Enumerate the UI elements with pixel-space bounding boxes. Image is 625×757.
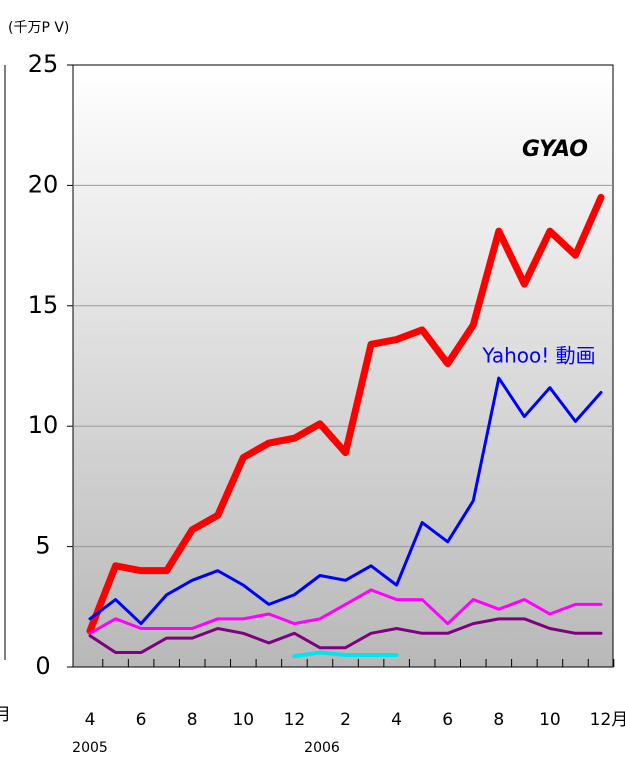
edge-label: 月 (0, 705, 11, 725)
y-tick-label: 10 (28, 411, 59, 439)
series-label: Yahoo! 動画 (481, 344, 595, 368)
x-tick-label: 8 (493, 710, 504, 730)
y-tick-label: 15 (28, 291, 59, 319)
y-tick-label: 5 (35, 532, 50, 560)
x-tick-label: 10 (232, 710, 254, 730)
y-tick-label: 25 (28, 50, 59, 78)
x-tick-label: 6 (442, 710, 453, 730)
x-tick-label: 8 (187, 710, 198, 730)
series-line (292, 650, 399, 659)
year-label: 2005 (72, 740, 108, 756)
year-label: 2006 (304, 740, 340, 756)
x-tick-label: 6 (136, 710, 147, 730)
series-line (86, 193, 605, 635)
x-tick-label: 4 (391, 710, 402, 730)
y-tick-label: 20 (28, 170, 59, 198)
x-tick-label: 10 (539, 710, 561, 730)
y-tick-label: 0 (35, 652, 50, 680)
series-line (88, 588, 603, 635)
x-tick-label: 12 (284, 710, 306, 730)
x-tick-label: 12月 (590, 710, 625, 730)
series-line (88, 376, 603, 626)
x-tick-label: 2 (340, 710, 351, 730)
series-label: GYAO (522, 137, 588, 162)
plot-area (72, 64, 614, 668)
y-unit: (千万P V) (8, 20, 69, 36)
x-tick-label: 4 (85, 710, 96, 730)
series-line (88, 617, 603, 655)
